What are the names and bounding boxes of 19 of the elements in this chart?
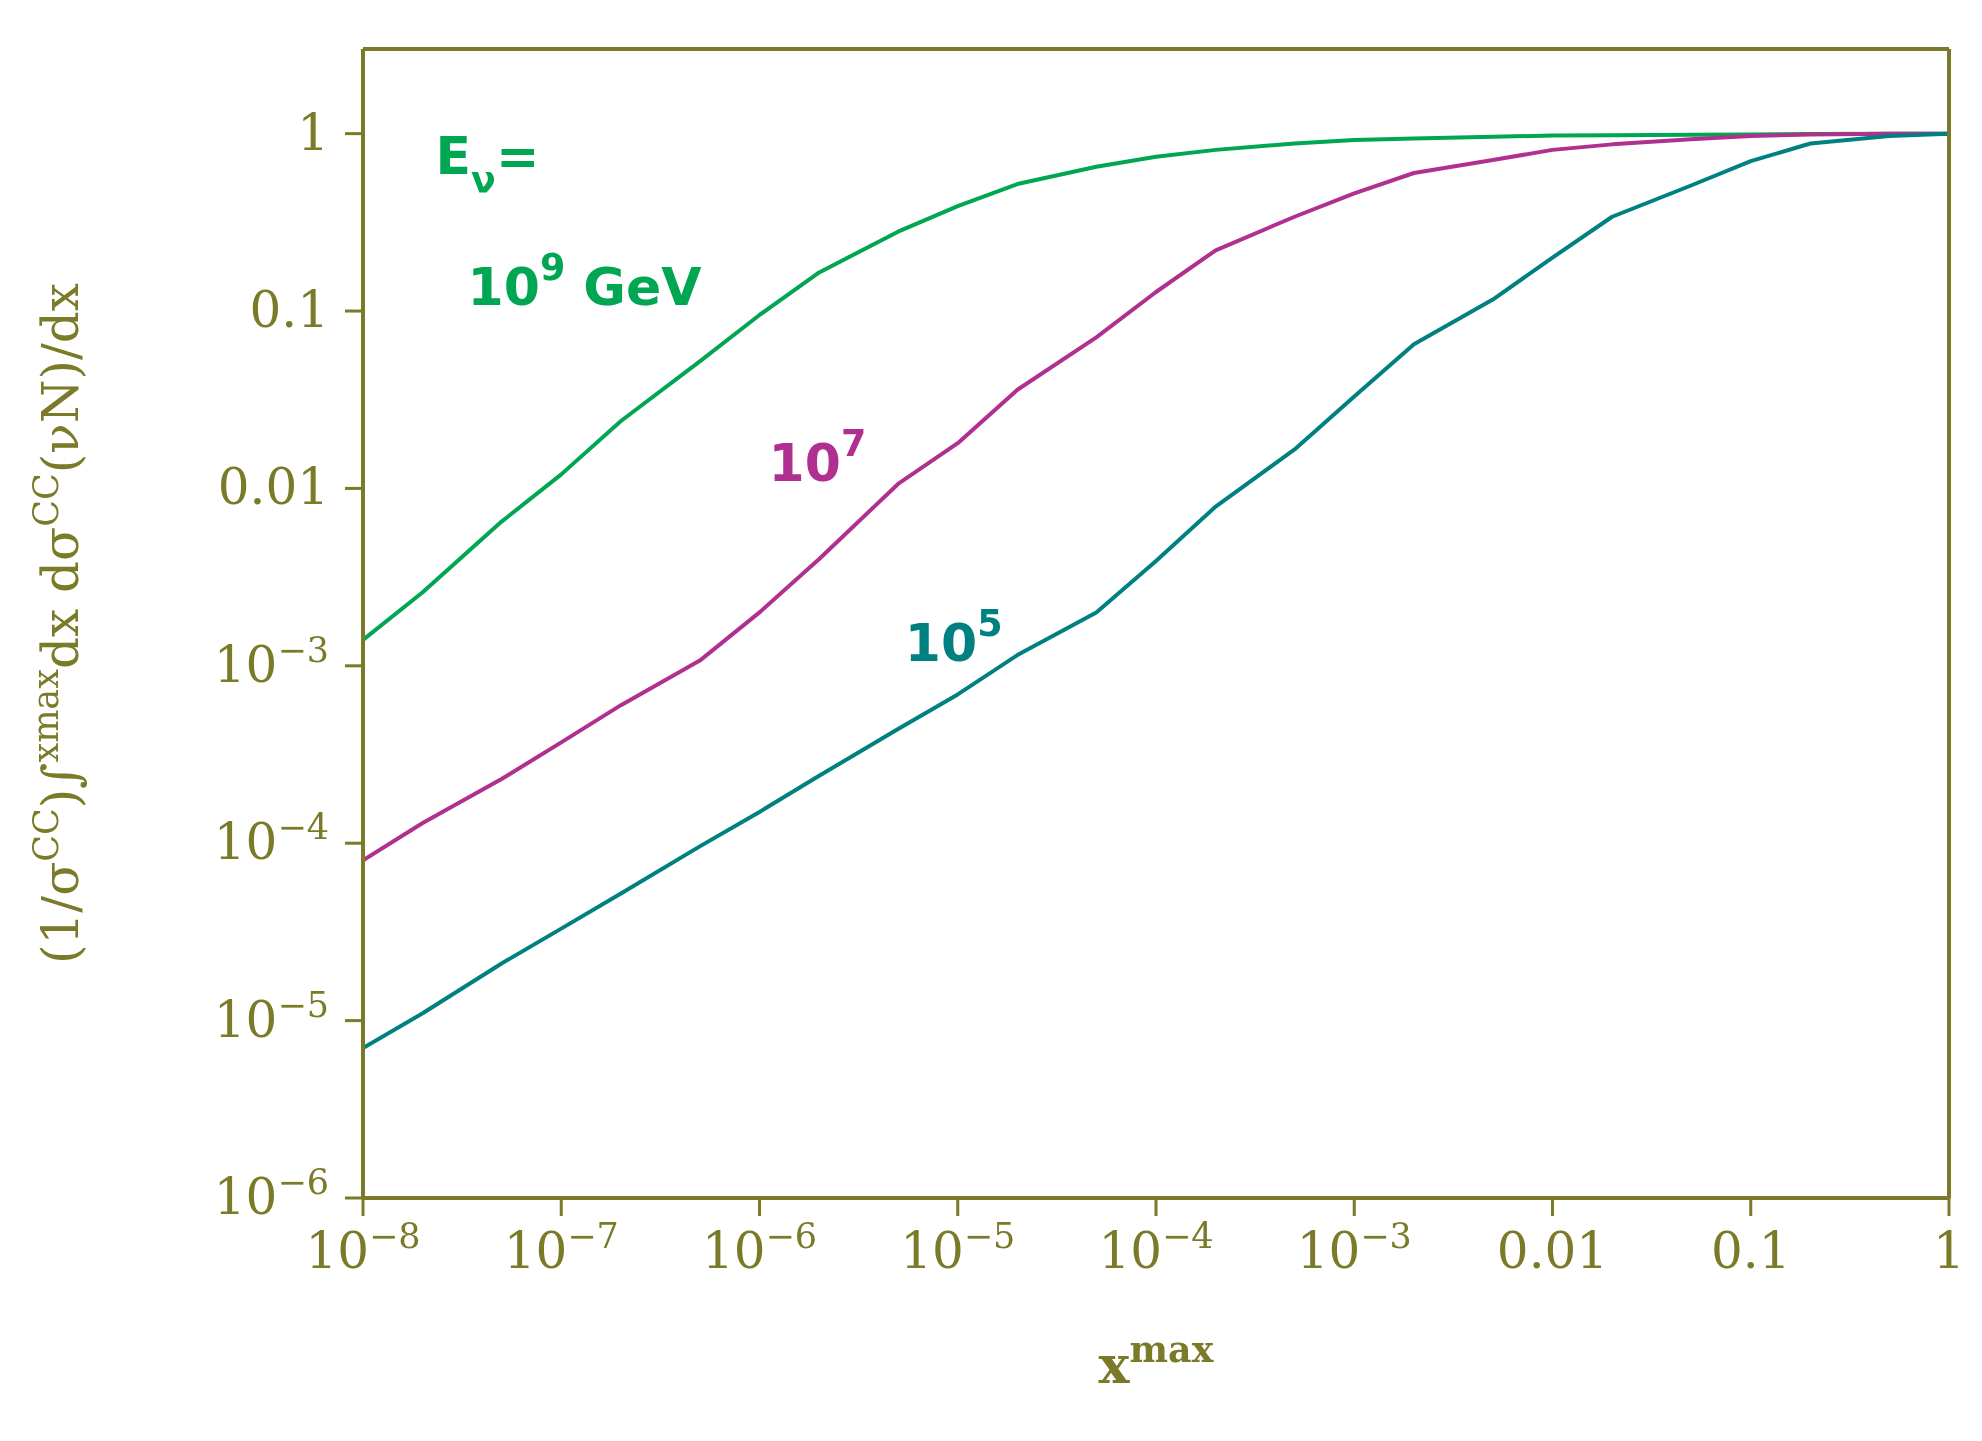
x-tick-label: 1 xyxy=(1933,1222,1965,1280)
y-tick-label: 10$^{−4}$ xyxy=(213,807,329,872)
annotation: E$_{ν}$= xyxy=(435,125,540,201)
y-tick-label: 0.01 xyxy=(217,458,329,517)
y-tick-label: 10$^{−3}$ xyxy=(213,629,329,694)
series-label: 10$^{5}$ xyxy=(904,602,1003,674)
x-tick-label: 0.1 xyxy=(1710,1222,1791,1280)
x-tick-label: 10$^{−4}$ xyxy=(1098,1216,1214,1280)
y-tick-label: 10$^{−5}$ xyxy=(213,984,329,1049)
x-tick-label: 10$^{−5}$ xyxy=(900,1216,1016,1280)
y-tick-label: 0.1 xyxy=(249,281,329,340)
x-tick-label: 10$^{−7}$ xyxy=(503,1216,619,1280)
series-label: 10$^{9}$ GeV xyxy=(467,245,702,317)
series-label: 10$^{7}$ xyxy=(768,422,867,494)
x-axis-title: x$^{max}$ xyxy=(1098,1327,1214,1395)
x-tick-label: 10$^{−6}$ xyxy=(701,1216,818,1280)
y-tick-label: 1 xyxy=(297,103,329,162)
x-tick-label: 0.01 xyxy=(1496,1222,1609,1280)
x-tick-label: 10$^{−3}$ xyxy=(1296,1216,1412,1280)
